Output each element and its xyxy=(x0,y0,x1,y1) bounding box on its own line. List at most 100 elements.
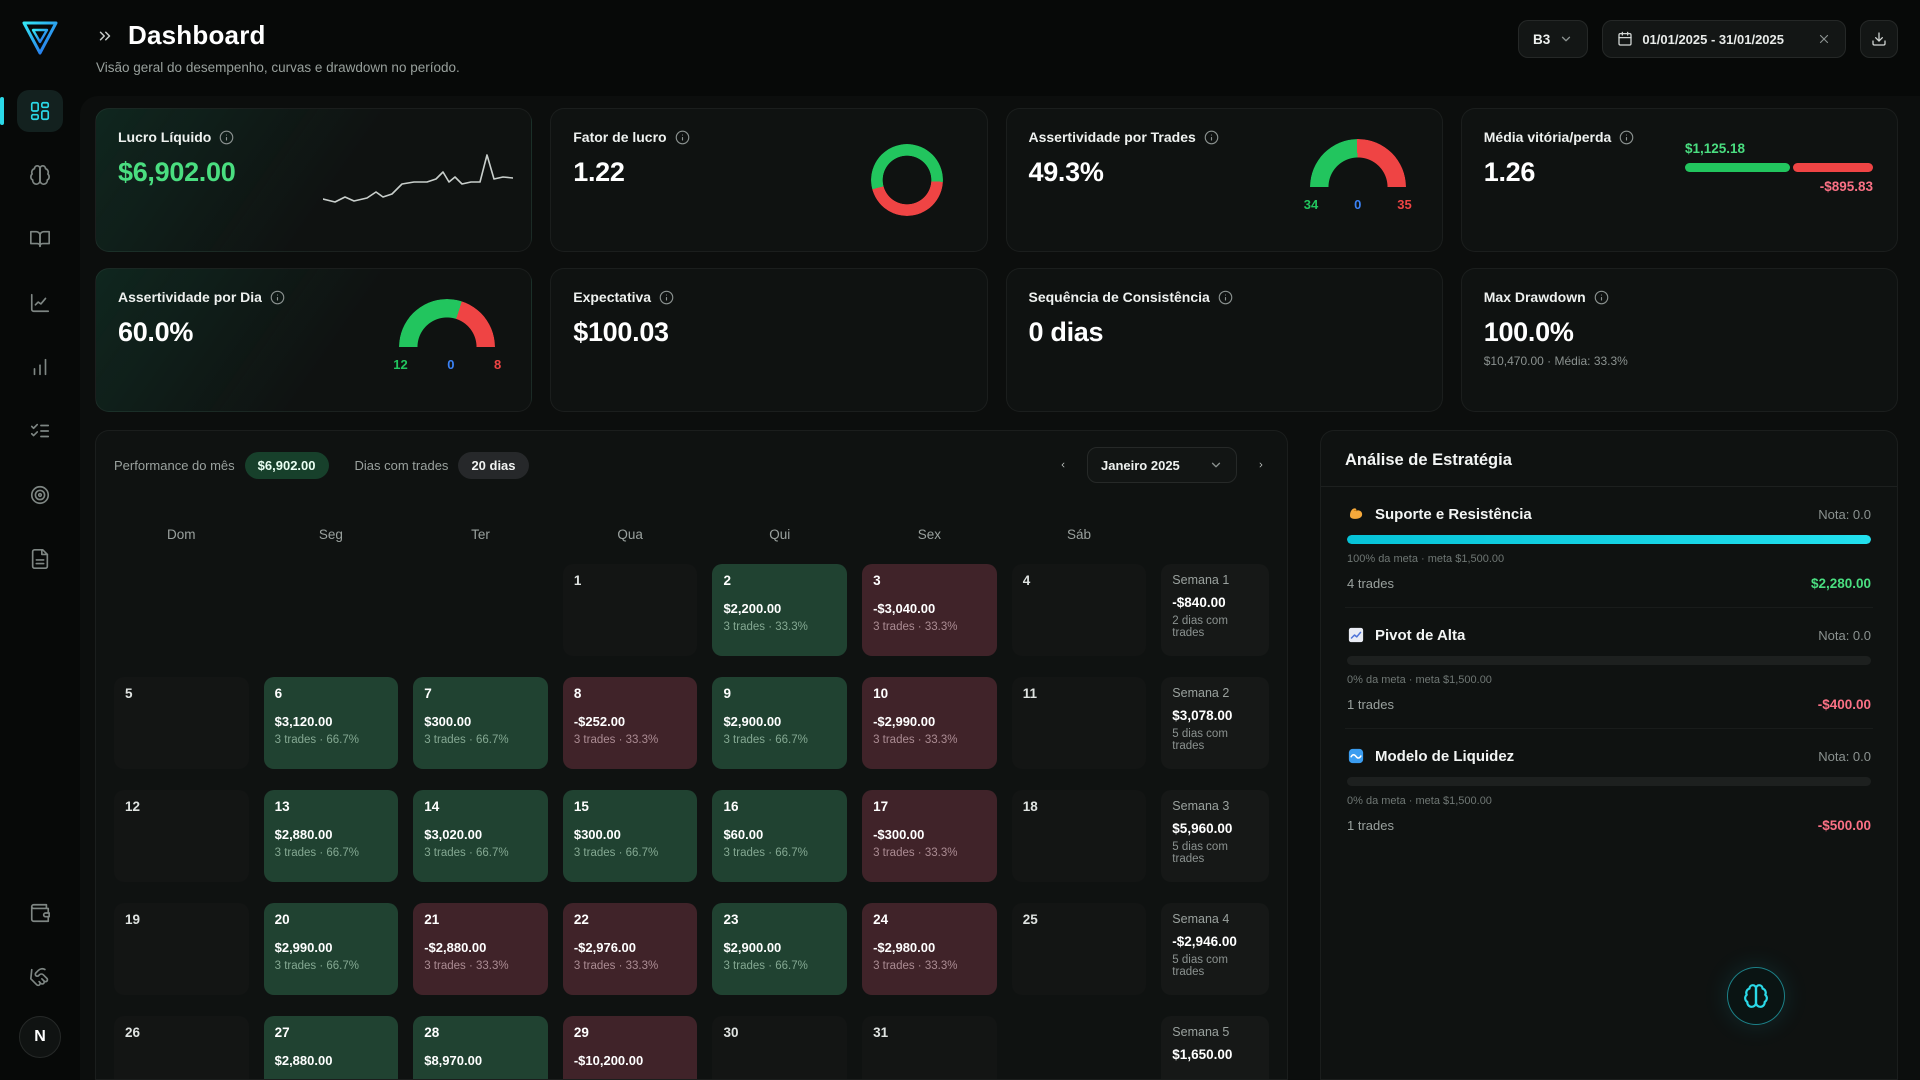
day-cell[interactable]: 30 xyxy=(712,1016,848,1079)
info-icon[interactable] xyxy=(219,130,234,145)
page-title: Dashboard xyxy=(128,20,266,50)
clear-date-icon[interactable] xyxy=(1817,32,1831,46)
sidebar-item-reports[interactable] xyxy=(17,346,63,388)
strategy-meta: 0% da meta · meta $1,500.00 xyxy=(1347,674,1492,686)
sidebar-item-ai[interactable] xyxy=(17,154,63,196)
page-subtitle: Visão geral do desempenho, curvas e draw… xyxy=(96,60,460,75)
brain-icon xyxy=(30,165,50,185)
day-cell[interactable]: 31 xyxy=(862,1016,997,1079)
book-open-icon xyxy=(30,230,50,248)
kpi-grid: Lucro Líquido $6,902.00 Fator de lucro 1… xyxy=(95,108,1898,412)
day-cell[interactable]: 26 xyxy=(114,1016,249,1079)
day-cell[interactable]: 24 -$2,980.00 3 trades · 33.3% xyxy=(862,903,997,995)
strategy-score: Nota: 0.0 xyxy=(1818,627,1871,643)
equity-sparkline xyxy=(323,154,514,203)
performance-badge: $6,902.00 xyxy=(244,451,329,479)
day-cell[interactable]: 12 xyxy=(114,790,249,882)
dashboard-icon xyxy=(30,101,50,121)
kpi-card-assertividade-dia: Assertividade por Dia 60.0% 12 0 8 xyxy=(95,268,533,412)
strategy-name: Suporte e Resistência xyxy=(1375,505,1532,523)
info-icon[interactable] xyxy=(1619,130,1634,145)
sidebar-item-partners[interactable] xyxy=(17,956,63,998)
user-avatar[interactable]: N xyxy=(19,1016,61,1058)
kpi-label: Fator de lucro xyxy=(573,129,667,145)
sidebar-item-dashboard[interactable] xyxy=(0,90,63,132)
day-cell[interactable]: 21 -$2,880.00 3 trades · 33.3% xyxy=(413,903,548,995)
kpi-card-sequencia-consistencia: Sequência de Consistência 0 dias xyxy=(1005,268,1443,412)
chevron-down-icon xyxy=(1211,462,1221,468)
sidebar-item-goals[interactable] xyxy=(17,474,63,516)
day-cell[interactable]: 23 $2,900.00 3 trades · 66.7% xyxy=(712,903,848,995)
brain-icon xyxy=(1744,984,1768,1008)
strategy-result: -$500.00 xyxy=(1817,818,1871,833)
sidebar-item-wallet[interactable] xyxy=(17,892,63,934)
strategy-name: Pivot de Alta xyxy=(1375,626,1466,644)
app-logo[interactable] xyxy=(21,20,59,56)
day-cell[interactable]: 14 $3,020.00 3 trades · 66.7% xyxy=(413,790,548,882)
bar-chart-icon xyxy=(33,358,47,376)
day-cell[interactable]: 8 -$252.00 3 trades · 33.3% xyxy=(562,677,698,769)
sidebar-item-journal[interactable] xyxy=(17,218,63,260)
day-cell[interactable]: 11 xyxy=(1011,677,1147,769)
day-cell[interactable]: 10 -$2,990.00 3 trades · 33.3% xyxy=(862,677,997,769)
day-cell[interactable]: 19 xyxy=(114,903,249,995)
day-cell[interactable]: 17 -$300.00 3 trades · 33.3% xyxy=(862,790,997,882)
day-cell[interactable]: 4 xyxy=(1011,564,1147,656)
day-cell[interactable]: 27 $2,880.00 xyxy=(263,1016,399,1079)
month-selector-value: Janeiro 2025 xyxy=(1101,457,1180,473)
day-cell[interactable]: 1 xyxy=(562,564,698,656)
export-button[interactable] xyxy=(1860,20,1898,58)
strategy-trades: 4 trades xyxy=(1347,576,1394,591)
day-cell[interactable]: 15 $300.00 3 trades · 66.7% xyxy=(562,790,698,882)
day-cell[interactable]: 13 $2,880.00 3 trades · 66.7% xyxy=(263,790,399,882)
market-selector[interactable]: B3 xyxy=(1518,20,1589,58)
kpi-card-media-vitoria-perda: Média vitória/perda 1.26 $1,125.18 -$895… xyxy=(1460,108,1898,252)
info-icon[interactable] xyxy=(675,130,690,145)
previous-month-button[interactable] xyxy=(1055,457,1071,473)
day-cell[interactable]: 5 xyxy=(114,677,249,769)
list-checks-icon xyxy=(30,423,50,438)
wins-count: 12 xyxy=(393,357,408,372)
info-icon[interactable] xyxy=(1594,290,1609,305)
month-selector[interactable]: Janeiro 2025 xyxy=(1087,447,1237,483)
kpi-card-fator-de-lucro: Fator de lucro 1.22 xyxy=(550,108,988,252)
day-cell[interactable]: 7 $300.00 3 trades · 66.7% xyxy=(413,677,548,769)
kpi-value: 60.0% xyxy=(118,317,194,347)
strategy-item: Suporte e Resistência Nota: 0.0 100% da … xyxy=(1345,487,1873,608)
expand-sidebar-icon[interactable] xyxy=(96,27,114,45)
calendar-stats: Performance do mês $6,902.00 Dias com tr… xyxy=(114,451,529,479)
ai-assistant-button[interactable] xyxy=(1727,967,1785,1025)
profit-factor-donut xyxy=(870,144,943,216)
sidebar-item-checklist[interactable] xyxy=(17,410,63,452)
day-cell[interactable]: 25 xyxy=(1011,903,1147,995)
sidebar-nav xyxy=(0,90,63,580)
day-cell[interactable]: 22 -$2,976.00 3 trades · 33.3% xyxy=(562,903,698,995)
kpi-card-max-drawdown: Max Drawdown 100.0% $10,470.00 · Média: … xyxy=(1460,268,1898,412)
info-icon[interactable] xyxy=(1218,290,1233,305)
day-cell[interactable]: 3 -$3,040.00 3 trades · 33.3% xyxy=(862,564,997,656)
day-cell-empty xyxy=(1012,1016,1147,1079)
date-range-value: 01/01/2025 - 31/01/2025 xyxy=(1642,31,1784,47)
next-month-button[interactable] xyxy=(1253,457,1269,473)
day-cell[interactable]: 28 $8,970.00 xyxy=(413,1016,548,1079)
sidebar-item-notes[interactable] xyxy=(17,538,63,580)
day-cell[interactable]: 6 $3,120.00 3 trades · 66.7% xyxy=(263,677,399,769)
info-icon[interactable] xyxy=(1204,130,1219,145)
file-text-icon xyxy=(31,549,49,569)
info-icon[interactable] xyxy=(659,290,674,305)
calendar-week: 12 13 $2,880.00 3 trades · 66.7% 14 $3,020.… xyxy=(114,790,1269,882)
day-cell[interactable]: 18 xyxy=(1011,790,1147,882)
strategy-name: Modelo de Liquidez xyxy=(1375,747,1515,765)
date-range-picker[interactable]: 01/01/2025 - 31/01/2025 xyxy=(1602,20,1846,58)
day-cell[interactable]: 29 -$10,200.00 xyxy=(562,1016,698,1079)
day-cell[interactable]: 20 $2,990.00 3 trades · 66.7% xyxy=(263,903,399,995)
kpi-value: 100.0% xyxy=(1483,317,1574,347)
line-chart-icon xyxy=(30,293,50,313)
day-cell[interactable]: 2 $2,200.00 3 trades · 33.3% xyxy=(712,564,848,656)
day-cell[interactable]: 9 $2,900.00 3 trades · 66.7% xyxy=(712,677,848,769)
sidebar-item-performance[interactable] xyxy=(17,282,63,324)
week-summary: Semana 5 $1,650.00 xyxy=(1161,1016,1269,1079)
info-icon[interactable] xyxy=(270,290,285,305)
day-cell[interactable]: 16 $60.00 3 trades · 66.7% xyxy=(712,790,848,882)
strategy-panel: Análise de Estratégia Suporte e Resistên… xyxy=(1320,430,1898,1080)
